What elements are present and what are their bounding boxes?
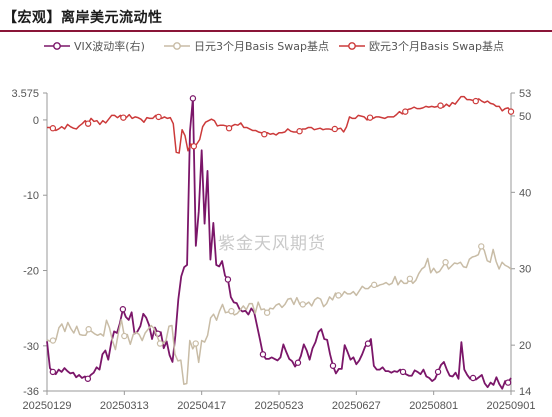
series-point-eur [225, 125, 233, 132]
series-point-jpy [85, 326, 92, 333]
left-tick-label: -20 [23, 266, 39, 278]
legend-item-vix[interactable]: VIX波动率(右) [44, 39, 145, 53]
series-point-jpy [192, 340, 199, 347]
plot-area [46, 95, 515, 390]
series-point-vix [189, 95, 197, 102]
watermark: 紫金天风期货 [218, 234, 326, 254]
series-point-vix [119, 306, 127, 313]
series-point-eur [402, 108, 409, 115]
legend-label-jpy: 日元3个月Basis Swap基点 [194, 40, 329, 53]
series-point-jpy [121, 332, 128, 340]
series-point-eur [437, 102, 444, 109]
series-point-vix [399, 368, 407, 376]
series-point-jpy [263, 309, 271, 316]
x-tick-label: 20250901 [487, 400, 536, 412]
series-point-jpy [442, 259, 449, 266]
series-point-jpy [406, 275, 414, 283]
title-divider [0, 30, 552, 32]
series-point-vix [469, 374, 477, 382]
series-point-jpy [370, 281, 378, 289]
series-point-vix [504, 379, 512, 386]
series-point-vix [329, 362, 337, 369]
right-tick-label: 20 [519, 340, 531, 352]
series-point-vix [224, 276, 232, 283]
series-point-vix [294, 359, 302, 366]
series-point-vix [259, 351, 267, 358]
series-point-jpy [478, 243, 485, 250]
series-line-vix [46, 97, 512, 390]
page-title: 【宏观】离岸美元流动性 [3, 10, 163, 26]
x-tick-label: 20250627 [332, 400, 381, 412]
right-tick-label: 14 [519, 386, 531, 398]
series-point-vix [434, 368, 442, 376]
legend-item-eur[interactable]: 欧元3个月Basis Swap基点 [339, 40, 504, 53]
series-point-eur [49, 125, 57, 132]
left-tick-label: -36 [23, 386, 39, 398]
right-tick-label: 30 [519, 264, 531, 276]
x-tick-label: 20250801 [409, 400, 458, 412]
x-tick-label: 20250523 [255, 400, 304, 412]
series-point-jpy [156, 340, 164, 347]
left-tick-label: 3.575 [11, 88, 39, 100]
right-tick-label: 40 [519, 187, 531, 199]
left-tick-label: -30 [23, 341, 39, 353]
x-tick-label: 20250129 [23, 400, 72, 412]
legend-label-eur: 欧元3个月Basis Swap基点 [369, 40, 504, 53]
series-point-jpy [228, 307, 235, 315]
series-point-eur [331, 125, 338, 133]
series-point-jpy [49, 337, 57, 344]
series-point-vix [84, 375, 92, 382]
x-tick-label: 20250313 [100, 400, 149, 412]
series-point-eur [366, 114, 374, 121]
series-point-eur [84, 120, 92, 127]
liquidity-chart: VIX波动率(右) 日元3个月Basis Swap基点 欧元3个月Basis S… [11, 39, 535, 412]
series-point-eur [155, 113, 162, 121]
series-point-eur [120, 114, 127, 121]
right-tick-label: 53 [519, 88, 531, 100]
series-point-eur [261, 131, 268, 138]
series-point-jpy [335, 292, 342, 299]
series-point-eur [296, 128, 303, 135]
series-point-eur [507, 108, 515, 115]
series-point-vix [49, 368, 57, 376]
right-tick-label: 50 [519, 111, 531, 123]
legend-item-jpy[interactable]: 日元3个月Basis Swap基点 [164, 40, 329, 53]
axes: 3.575 0 -10 -20 -30 -36 53 50 40 30 20 14 20250129 20… [11, 88, 535, 412]
left-tick-label: -10 [23, 190, 39, 202]
left-tick-label: 0 [33, 115, 39, 127]
x-tick-label: 20250417 [177, 400, 226, 412]
legend-label-vix: VIX波动率(右) [74, 39, 145, 53]
legend: VIX波动率(右) 日元3个月Basis Swap基点 欧元3个月Basis S… [44, 39, 504, 53]
series-point-vix [364, 340, 372, 347]
series-point-jpy [299, 301, 306, 308]
series-point-eur [190, 143, 198, 150]
series-point-eur [472, 97, 479, 105]
